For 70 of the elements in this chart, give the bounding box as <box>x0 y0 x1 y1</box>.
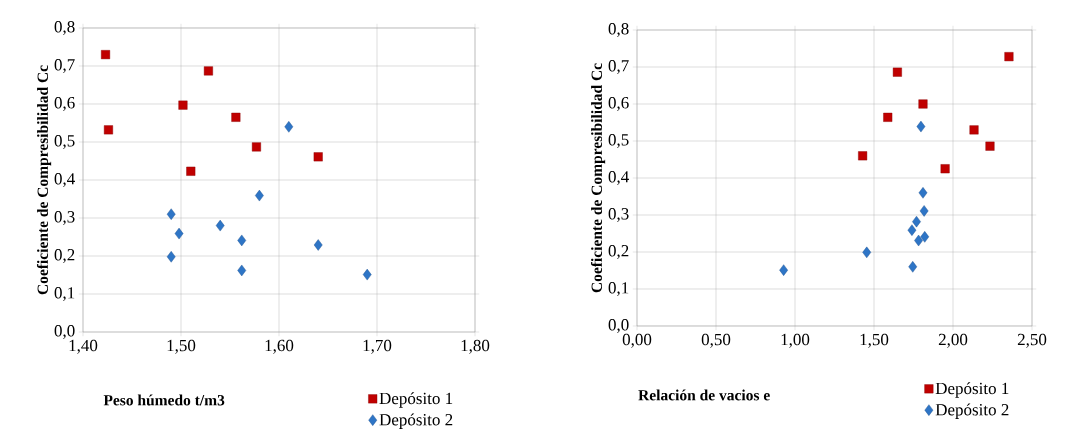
y-tick-label: 0,8 <box>608 23 629 37</box>
legend-label: Depósito 2 <box>935 403 1009 419</box>
point <box>908 261 918 273</box>
point <box>919 205 929 217</box>
point <box>178 100 188 110</box>
y-tick-label: 0,2 <box>54 249 75 263</box>
y-axis-title: Coeficiente de Compresibilidad Cc <box>590 63 606 293</box>
point <box>1004 52 1014 62</box>
y-tick-label: 0,7 <box>54 59 75 73</box>
y-tick-label: 0,0 <box>54 325 75 339</box>
legend-label: Depósito 1 <box>379 392 453 408</box>
x-tick-label: 2,50 <box>1017 333 1047 348</box>
point <box>231 112 241 122</box>
x-tick-label: 1,00 <box>781 333 810 348</box>
point <box>779 264 788 276</box>
x-axis-title: Peso húmedo t/m3 <box>103 394 225 406</box>
y-tick-label: 0,3 <box>54 211 75 225</box>
point <box>174 227 184 240</box>
x-tick-label: 1,50 <box>167 339 196 354</box>
y-axis-title: Coeficiente de Compresibilidad Cc <box>36 65 52 295</box>
legend-label: Depósito 2 <box>379 413 453 429</box>
x-tick-label: 1,60 <box>265 339 294 354</box>
x-tick-label: 1,40 <box>69 339 98 354</box>
point <box>883 112 893 122</box>
legend-label: Depósito 1 <box>935 382 1009 398</box>
y-tick-label: 0,4 <box>54 173 75 187</box>
point <box>166 251 176 263</box>
y-tick-label: 0,1 <box>608 282 629 296</box>
point <box>985 141 995 151</box>
point <box>166 208 176 220</box>
point <box>918 187 928 199</box>
point <box>362 268 372 281</box>
y-tick-label: 0,5 <box>608 134 629 148</box>
x-tick-label: 0,00 <box>622 333 652 348</box>
y-tick-label: 0,4 <box>608 171 629 185</box>
point <box>892 67 902 77</box>
point <box>916 120 926 133</box>
x-tick-label: 1,50 <box>860 333 889 348</box>
point <box>284 121 294 133</box>
point <box>862 246 872 259</box>
x-tick-label: 1,70 <box>363 339 392 354</box>
point <box>215 219 225 232</box>
y-tick-label: 0,0 <box>608 319 629 333</box>
y-tick-label: 0,5 <box>54 135 75 149</box>
point <box>313 152 323 162</box>
x-tick-label: 2,00 <box>938 333 968 348</box>
point <box>186 166 196 176</box>
y-tick-label: 0,7 <box>608 60 629 74</box>
point <box>103 125 113 135</box>
x-tick-label: 1,80 <box>461 339 490 354</box>
y-tick-label: 0,3 <box>608 208 629 222</box>
point <box>237 234 247 247</box>
x-axis-title: Relación de vacios e <box>638 389 770 401</box>
point <box>918 99 928 109</box>
point <box>969 125 979 135</box>
point <box>313 239 323 251</box>
y-tick-label: 0,6 <box>608 97 629 111</box>
point <box>940 164 950 174</box>
point <box>907 224 917 236</box>
point <box>858 151 868 161</box>
point <box>101 50 111 60</box>
x-tick-label: 0,50 <box>701 333 731 348</box>
y-tick-label: 0,8 <box>54 21 75 35</box>
point <box>251 142 261 152</box>
y-tick-label: 0,6 <box>54 97 75 111</box>
point <box>203 66 213 76</box>
point <box>237 264 247 277</box>
y-tick-label: 0,2 <box>608 245 629 259</box>
point <box>920 231 930 243</box>
y-tick-label: 0,1 <box>54 287 75 301</box>
